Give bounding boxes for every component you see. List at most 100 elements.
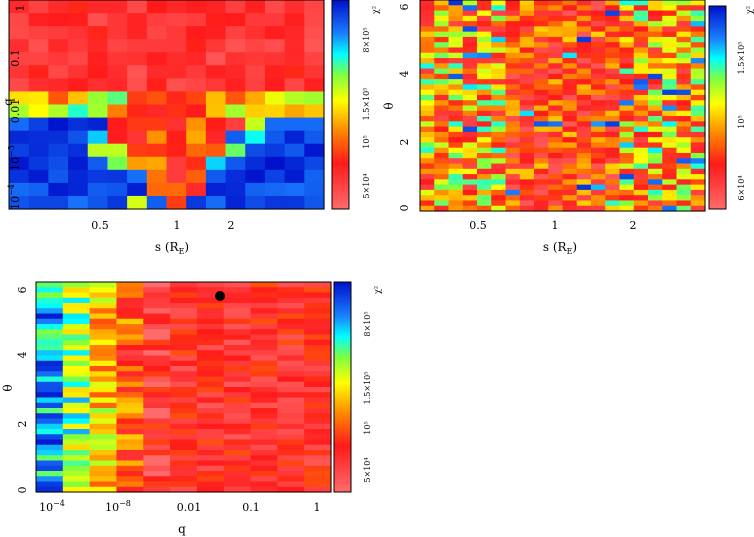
heatmap-cell [250,355,278,362]
heatmap-cell [264,156,286,171]
heatmap-cell [62,371,91,378]
heatmap-cell [36,308,64,315]
heatmap-cell [304,0,325,14]
heatmap-cell [434,189,450,196]
heatmap-cell [146,13,168,27]
heatmap-cell [519,105,535,112]
heatmap-cell [420,15,435,22]
heatmap-cell [89,334,118,341]
heatmap-cell [448,10,464,17]
heatmap-cell [662,31,678,38]
heatmap-cell [186,195,207,210]
heatmap-cell [304,455,332,462]
heatmap-cell [420,63,435,70]
heatmap-cell [62,282,91,288]
heatmap-cell [491,174,507,180]
heatmap-cell [448,131,464,138]
heatmap-cell [648,110,663,117]
heatmap-cell [619,163,635,170]
heatmap-cell [223,465,252,472]
heatmap-cell [605,142,621,149]
heatmap-cell [619,42,635,49]
heatmap-cell [448,15,464,22]
heatmap-cell [68,143,89,158]
heatmap-cell [434,158,450,165]
heatmap-cell [633,200,649,207]
heatmap-cell [304,303,332,309]
x-axis-label: s (RE) [155,240,189,256]
heatmap-cell [591,21,606,27]
heatmap-cell [434,121,450,128]
heatmap-cell [519,168,535,175]
heatmap-cell [477,189,492,196]
heatmap-cell [420,26,435,33]
heatmap-cell [462,205,478,212]
heatmap-cell [505,21,521,27]
heatmap-cell [491,137,507,144]
heatmap-cell [107,13,128,27]
heatmap-cell [166,156,187,171]
heatmap-cell [519,79,535,86]
heatmap-cell [477,58,492,64]
heatmap-cell [143,392,171,399]
heatmap-cell [676,31,692,38]
heatmap-cell [619,26,635,33]
heatmap-cell [662,110,678,117]
heatmap-cell [576,73,592,80]
heatmap-cell [548,174,564,180]
heatmap-cell [225,143,246,158]
heatmap-cell [143,397,171,404]
heatmap-cell [170,455,198,462]
heatmap-cell [89,444,118,451]
plot-frame-s-theta [419,0,706,212]
heatmap-cell [143,292,171,299]
heatmap-cell [116,387,144,393]
heatmap-cell [434,126,450,133]
heatmap-cell [264,52,286,66]
heatmap-cell [89,355,118,362]
heatmap-cell [676,195,692,202]
heatmap-cell [304,13,325,27]
heatmap-cell [250,450,278,456]
heatmap-cell [420,52,435,59]
heatmap-cell [534,42,549,49]
heatmap-cell [62,455,91,462]
heatmap-cell [107,143,128,158]
heatmap-cell [676,137,692,144]
heatmap-cell [591,195,606,202]
heatmap-cell [48,78,69,93]
heatmap-cell [491,84,507,91]
heatmap-cell [304,195,325,210]
heatmap-cell [170,339,198,346]
heatmap-cell [605,147,621,154]
heatmap-cell [591,126,606,133]
heatmap-cell [591,152,606,159]
heatmap-cell [36,355,64,362]
heatmap-cell [491,21,507,27]
heatmap-cell [491,15,507,22]
heatmap-cell [116,371,144,378]
heatmap-cell [477,26,492,33]
heatmap-cell [633,63,649,70]
heatmap-cell [548,89,564,96]
heatmap-cell [304,345,332,351]
heatmap-cell [9,78,30,93]
heatmap-cell [223,455,252,462]
heatmap-cell [562,47,578,54]
heatmap-cell [36,334,64,341]
heatmap-cell [170,418,198,425]
heatmap-cell [562,200,578,207]
heatmap-cell [146,78,168,93]
heatmap-cell [277,355,305,362]
heatmap-cell [264,26,286,40]
heatmap-cell [505,158,521,165]
heatmap-cell [591,205,606,212]
heatmap-cell [676,10,692,17]
heatmap-cell [534,131,549,138]
heatmap-cell [690,84,706,91]
heatmap-cell [633,73,649,80]
heatmap-cell [223,486,252,493]
y-tick-label: 6 [398,4,411,11]
colorbar-tick-label: 1.5×10⁵ [737,42,746,75]
heatmap-cell [284,169,305,184]
